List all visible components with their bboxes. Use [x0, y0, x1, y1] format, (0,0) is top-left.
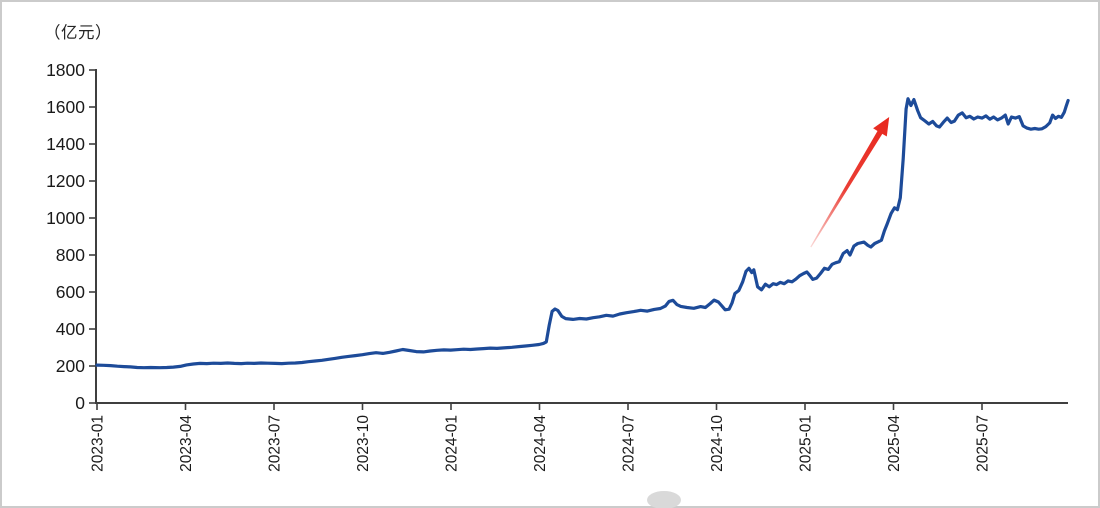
y-tick-label: 200 [56, 356, 85, 376]
watermark-artifact [647, 491, 681, 508]
series-line [95, 97, 1070, 370]
y-tick-label: 0 [75, 393, 85, 413]
y-tick-label: 1200 [46, 171, 85, 191]
x-tick-label: 2025-01 [798, 415, 815, 472]
y-tick-label: 400 [56, 319, 85, 339]
y-tick-label: 600 [56, 282, 85, 302]
x-tick-label: 2023-07 [267, 415, 284, 472]
x-tick-label: 2025-04 [886, 415, 903, 472]
y-tick-label: 1800 [46, 60, 85, 80]
y-tick-label: 1400 [46, 134, 85, 154]
x-tick-label: 2024-01 [444, 415, 461, 472]
x-tick-label: 2024-10 [709, 415, 726, 472]
x-tick-label: 2024-07 [621, 415, 638, 472]
x-tick-label: 2024-04 [532, 415, 549, 472]
y-tick-label: 1600 [46, 97, 85, 117]
x-tick-label: 2023-04 [178, 415, 195, 472]
x-tick-label: 2025-07 [975, 415, 992, 472]
y-axis-unit-label: （亿元） [44, 24, 112, 42]
trend-arrow [810, 117, 890, 248]
x-tick-label: 2023-01 [90, 415, 107, 472]
y-tick-label: 1000 [46, 208, 85, 228]
x-tick-label: 2023-10 [355, 415, 372, 472]
y-tick-label: 800 [56, 245, 85, 265]
